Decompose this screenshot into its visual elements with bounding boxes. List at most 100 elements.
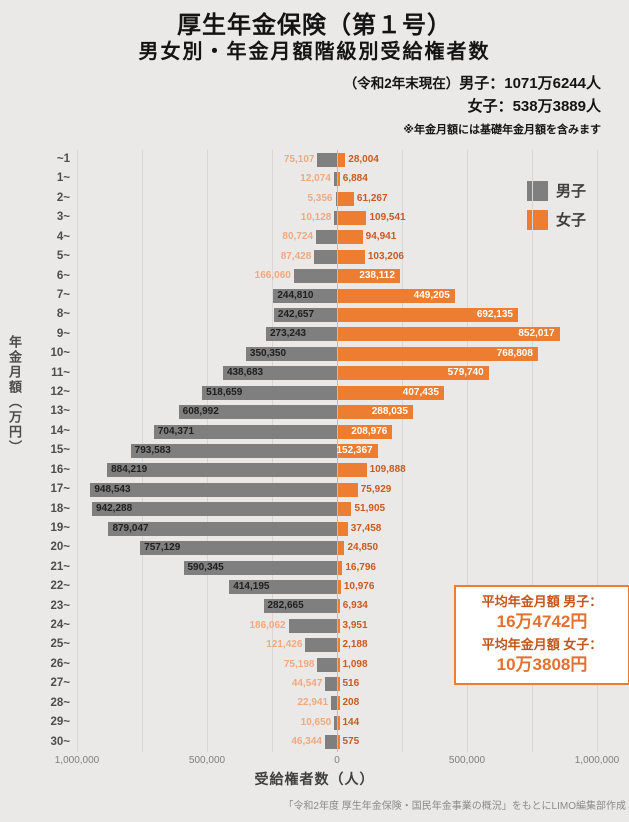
female-bar [338, 541, 345, 556]
female-value-label: 3,951 [342, 619, 368, 631]
category-label: 26~ [50, 657, 70, 670]
category-label: 3~ [56, 211, 70, 224]
category-label: 20~ [50, 541, 70, 554]
female-value-label: 208 [342, 697, 360, 709]
female-bar [338, 715, 340, 730]
category-label: 22~ [50, 580, 70, 593]
female-bar [338, 638, 340, 653]
page-title: 厚生年金保険（第１号） [177, 12, 452, 39]
male-value-label: 22,941 [297, 697, 329, 709]
category-label: 4~ [56, 230, 70, 243]
gridline [77, 150, 78, 752]
gridline [402, 150, 403, 752]
female-bar [338, 210, 367, 225]
male-value-label: 242,657 [277, 309, 315, 321]
female-bar [338, 366, 489, 381]
page-subtitle: 男女別・年金月額階級別受給権者数 [138, 41, 491, 63]
female-value-label: 75,929 [360, 483, 392, 495]
female-value-label: 37,458 [350, 522, 382, 534]
category-label: 9~ [56, 327, 70, 340]
female-bar [338, 696, 340, 711]
category-label: 12~ [50, 386, 70, 399]
average-annotation-box: 平均年金月額 男子： 16万4742円 平均年金月額 女子： 10万3808円 [454, 585, 629, 685]
category-label: 30~ [50, 735, 70, 748]
male-bar [333, 172, 337, 187]
male-bar [325, 677, 337, 692]
male-value-label: 75,198 [283, 658, 315, 670]
female-value-label: 208,976 [351, 425, 388, 437]
female-bar [338, 269, 400, 284]
female-bar [338, 677, 340, 692]
male-value-label: 414,195 [233, 580, 270, 592]
male-bar [265, 327, 337, 342]
female-value-label: 24,850 [347, 542, 379, 554]
female-value-label: 152,367 [336, 445, 373, 456]
male-bar [90, 482, 337, 497]
category-label: 6~ [56, 269, 70, 282]
as-of-label: （令和2年末現在） [343, 76, 460, 91]
male-bar [183, 560, 337, 575]
category-label: 8~ [56, 308, 70, 321]
female-value-label: 516 [342, 678, 360, 690]
male-bar [335, 191, 337, 206]
category-label: 10~ [50, 347, 70, 360]
axis-zero-line [337, 150, 338, 752]
female-bar [338, 152, 346, 167]
category-label: 11~ [51, 366, 70, 379]
female-value-label: 144 [342, 716, 360, 728]
female-value-label: 51,905 [354, 503, 386, 515]
male-value-label: 186,062 [249, 619, 286, 631]
male-bar [140, 541, 337, 556]
category-label: 13~ [50, 405, 70, 418]
female-bar [338, 444, 378, 458]
female-bar [338, 191, 354, 206]
y-axis-title: 年金月額（万円） [7, 335, 22, 455]
male-bar [263, 599, 337, 614]
male-value-label: 942,288 [96, 503, 133, 515]
male-bar [334, 210, 337, 225]
male-value-label: 244,810 [277, 289, 314, 301]
footnote: ※年金月額には基礎年金月額を含みます [403, 124, 601, 136]
female-value-label: 692,135 [476, 309, 513, 321]
male-value-label: 273,243 [269, 328, 307, 340]
male-bar [92, 502, 337, 517]
female-bar [338, 657, 340, 672]
male-bar [273, 308, 337, 323]
x-tick-label: 500,000 [188, 755, 226, 766]
female-bar [338, 308, 518, 323]
female-value-label: 28,004 [348, 153, 379, 165]
female-bar [338, 172, 340, 187]
male-value-label: 75,107 [283, 153, 315, 165]
category-label: 15~ [50, 444, 70, 457]
category-label: 27~ [50, 677, 70, 690]
male-total-value: 1071万6244人 [504, 75, 601, 92]
category-label: 17~ [50, 483, 70, 496]
female-value-label: 10,976 [343, 580, 375, 592]
female-total-label: 女子： [467, 98, 513, 115]
female-bar [338, 618, 340, 633]
male-value-label: 10,650 [300, 716, 332, 728]
female-bar [338, 346, 538, 361]
male-bar [107, 463, 337, 478]
avg-male-label: 平均年金月額 男子： [481, 594, 603, 609]
male-value-label: 80,724 [282, 231, 314, 243]
female-value-label: 109,541 [369, 211, 406, 223]
female-bar [338, 405, 413, 420]
female-value-label: 1,098 [342, 658, 368, 670]
female-bar [338, 327, 560, 342]
female-total-value: 538万3889人 [512, 98, 601, 115]
gridline [467, 150, 468, 752]
male-value-label: 282,665 [267, 600, 304, 612]
x-axis-ticks: 1,000,000 500,000 0 500,000 1,000,000 [55, 755, 620, 767]
female-bar [338, 463, 367, 478]
female-bar [338, 579, 341, 594]
gridline [597, 150, 598, 752]
male-value-label: 518,659 [206, 386, 243, 398]
gridline [532, 150, 533, 752]
male-value-label: 5,356 [307, 192, 333, 204]
male-bar [317, 152, 337, 167]
male-value-label: 757,129 [144, 542, 181, 554]
male-total-line: （令和2年末現在）男子：1071万6244人 [344, 72, 601, 95]
female-total-line: 女子：538万3889人 [344, 95, 601, 118]
female-value-label: 109,888 [369, 464, 406, 476]
